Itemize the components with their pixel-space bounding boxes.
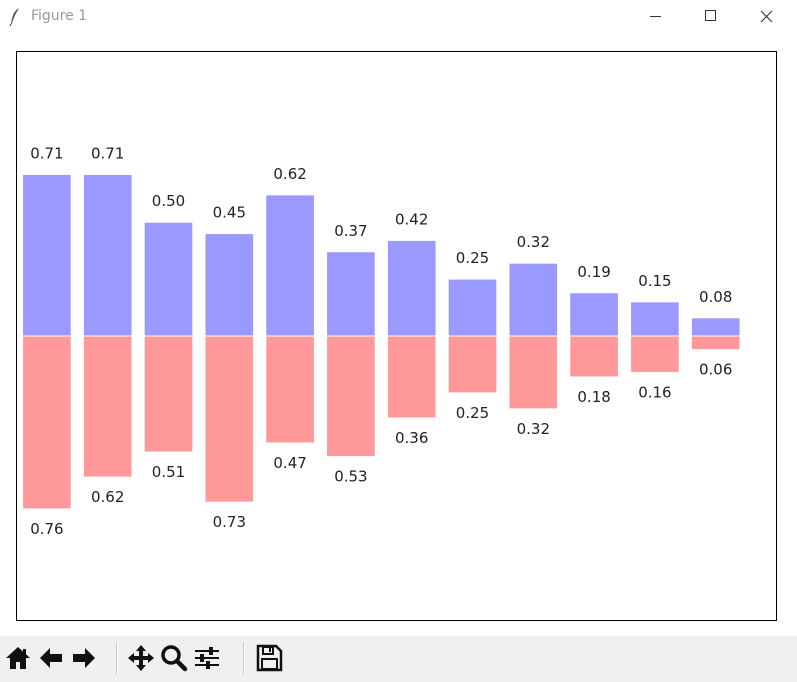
minimize-icon: [650, 16, 661, 17]
negative-bar: [82, 335, 133, 478]
positive-bar-label: 0.08: [699, 288, 732, 306]
positive-bar: [690, 317, 741, 337]
negative-bar: [630, 335, 680, 373]
negative-bar: [690, 335, 741, 351]
move-icon: [128, 645, 154, 671]
negative-bar-label: 0.76: [30, 520, 63, 538]
positive-bar: [326, 251, 376, 337]
negative-bar-label: 0.06: [699, 361, 732, 379]
positive-bar-label: 0.62: [273, 165, 306, 183]
negative-bar: [447, 335, 498, 394]
negative-bar-label: 0.36: [395, 429, 428, 447]
positive-bar: [447, 278, 498, 337]
floppy-disk-icon: [256, 644, 283, 672]
positive-bar-label: 0.15: [638, 272, 671, 290]
positive-bar: [82, 173, 133, 337]
positive-bar: [143, 221, 194, 337]
negative-bar: [22, 335, 72, 510]
positive-bar-label: 0.19: [577, 263, 610, 281]
negative-bar: [326, 335, 376, 458]
toolbar-separator: [116, 642, 118, 674]
negative-bar: [569, 335, 619, 378]
title-bar: Figure 1: [0, 0, 797, 34]
bars-layer: [22, 173, 741, 510]
window-title: Figure 1: [31, 8, 88, 24]
close-icon: [760, 10, 773, 23]
forward-button[interactable]: [69, 642, 99, 674]
negative-bar-label: 0.25: [456, 404, 489, 422]
feather-icon: [9, 8, 19, 27]
positive-bar: [265, 194, 315, 337]
positive-bar-label: 0.42: [395, 210, 428, 228]
positive-bar: [630, 301, 680, 337]
maximize-icon: [705, 10, 716, 21]
negative-bar-label: 0.51: [152, 463, 185, 481]
navigation-toolbar: [0, 636, 797, 682]
labels-layer: 0.71 0.71 0.50 0.45 0.62 0.37 0.42 0.25 0.32 0.19…: [30, 144, 732, 538]
negative-bar: [265, 335, 315, 444]
negative-bar-label: 0.62: [91, 488, 124, 506]
back-button[interactable]: [36, 642, 66, 674]
sliders-icon: [195, 647, 219, 669]
close-button[interactable]: [744, 0, 790, 34]
negative-bar-label: 0.47: [273, 454, 306, 472]
negative-bar: [143, 335, 194, 453]
save-button[interactable]: [254, 642, 284, 674]
negative-bar-label: 0.53: [334, 468, 367, 486]
minimize-button[interactable]: [633, 0, 679, 34]
toolbar-separator: [243, 642, 245, 674]
negative-bar: [508, 335, 559, 410]
positive-bar: [386, 239, 437, 337]
arrow-right-icon: [73, 648, 95, 668]
bar-chart: 0.71 0.71 0.50 0.45 0.62 0.37 0.42 0.25 0.32 0.19…: [16, 51, 777, 621]
figure-canvas[interactable]: 0.71 0.71 0.50 0.45 0.62 0.37 0.42 0.25 0.32 0.19…: [0, 36, 797, 636]
negative-bar: [386, 335, 437, 419]
zoom-button[interactable]: [159, 642, 189, 674]
arrow-left-icon: [40, 648, 62, 668]
magnifier-icon: [161, 645, 188, 672]
positive-bar: [569, 292, 619, 337]
negative-bar: [204, 335, 255, 503]
positive-bar-label: 0.50: [152, 192, 185, 210]
negative-bar-label: 0.18: [577, 388, 610, 406]
positive-bar-label: 0.37: [334, 222, 367, 240]
maximize-button[interactable]: [688, 0, 734, 34]
positive-bar-label: 0.71: [91, 144, 124, 162]
home-button[interactable]: [3, 642, 33, 674]
positive-bar-label: 0.32: [517, 233, 550, 251]
positive-bar: [22, 173, 72, 337]
positive-bar: [204, 233, 255, 337]
home-icon: [6, 647, 30, 669]
positive-bar: [508, 262, 559, 337]
negative-bar-label: 0.16: [638, 383, 671, 401]
negative-bar-label: 0.73: [213, 513, 246, 531]
positive-bar-label: 0.45: [213, 204, 246, 222]
configure-subplots-button[interactable]: [192, 642, 222, 674]
pan-button[interactable]: [126, 642, 156, 674]
positive-bar-label: 0.25: [456, 249, 489, 267]
negative-bar-label: 0.32: [517, 420, 550, 438]
positive-bar-label: 0.71: [30, 144, 63, 162]
